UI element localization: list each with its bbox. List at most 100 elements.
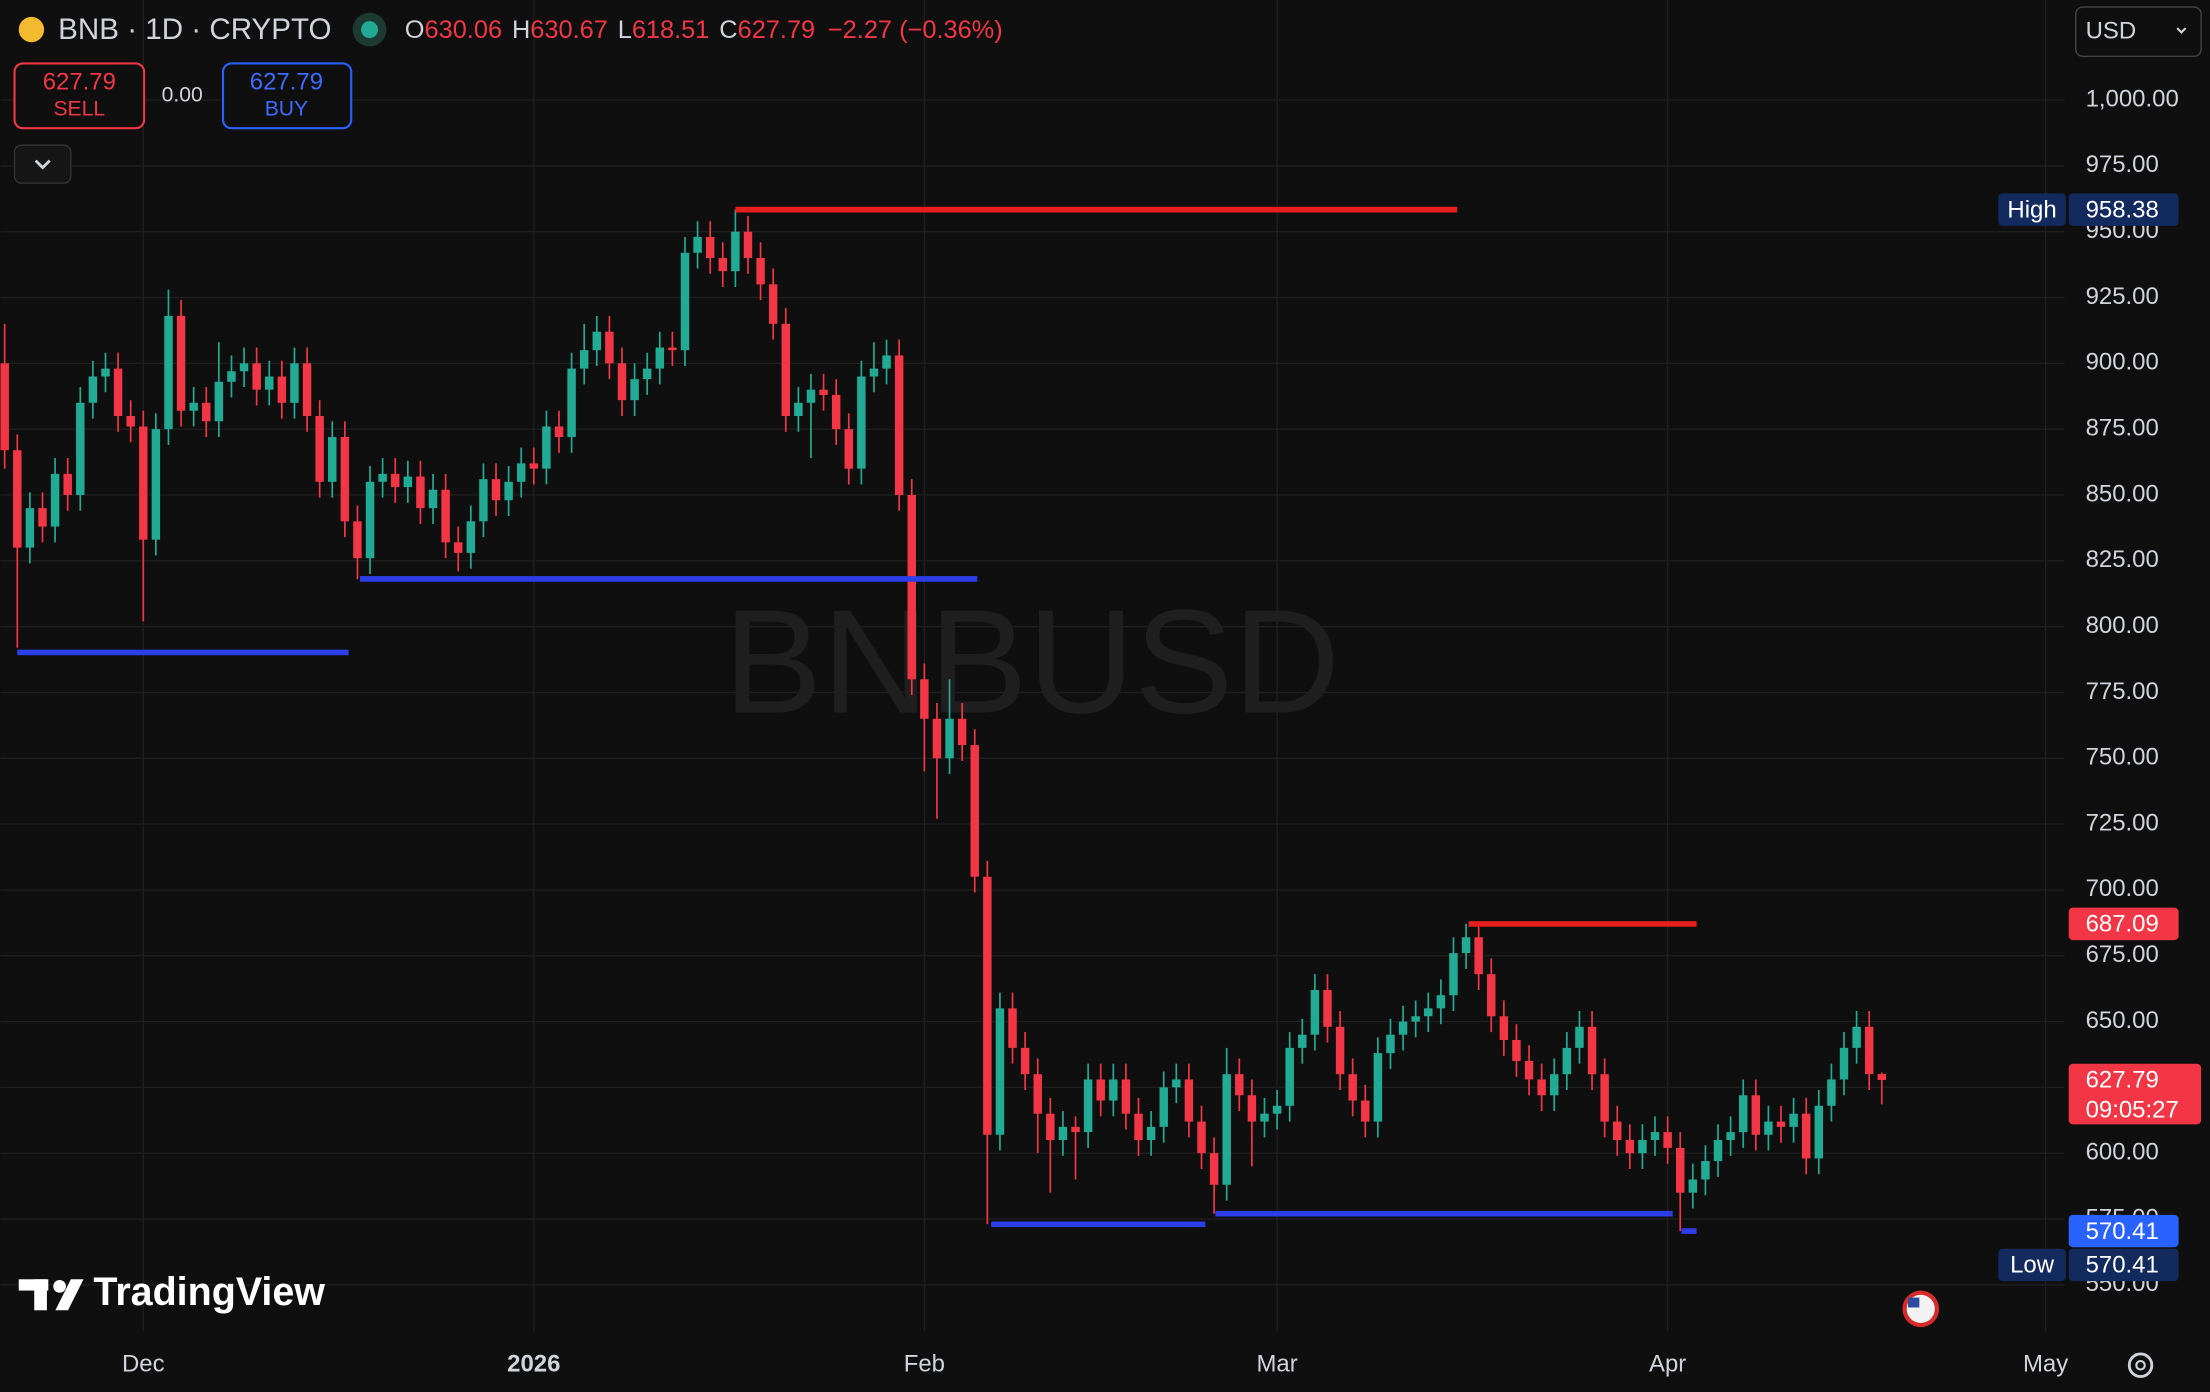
candle-body (718, 258, 728, 272)
candle-body (1751, 1095, 1761, 1135)
candle-body (1864, 1026, 1874, 1075)
candle-body (605, 331, 614, 364)
candle-body (328, 437, 337, 482)
candle-body (882, 355, 891, 369)
currency-dropdown[interactable]: USD (2075, 6, 2202, 58)
flag-canton[interactable] (1908, 1297, 1920, 1308)
candle-body (1663, 1132, 1672, 1148)
candle-body (806, 389, 816, 403)
candle-body (1625, 1140, 1635, 1154)
y-tick-label: 700.00 (2086, 875, 2159, 902)
candle-body (1411, 1016, 1420, 1022)
price-badge-tag (1998, 193, 2066, 226)
candle-body (831, 394, 841, 430)
x-tick-label: Feb (904, 1351, 945, 1378)
y-tick-label: 875.00 (2086, 414, 2159, 441)
candle-body (25, 508, 35, 548)
candle-body (164, 315, 173, 430)
logo-shape (34, 1279, 47, 1311)
symbol-icon (18, 16, 45, 43)
x-tick-label: 2026 (507, 1351, 560, 1378)
candle-body (340, 437, 350, 522)
candle-body (416, 476, 425, 509)
candle-body (1499, 1016, 1509, 1040)
logo-shape (55, 1279, 84, 1311)
logo: TradingView (18, 1270, 325, 1314)
buy-label[interactable]: BUY (265, 97, 308, 120)
y-tick-label: 975.00 (2086, 151, 2159, 178)
candle-body (1361, 1100, 1370, 1122)
candle-body (1701, 1161, 1710, 1180)
candle-body (13, 450, 22, 548)
candle-body (239, 363, 249, 372)
sell-price[interactable]: 627.79 (43, 68, 116, 95)
candle-body (1713, 1140, 1723, 1162)
buy-price[interactable]: 627.79 (250, 68, 323, 95)
candle-body (1386, 1034, 1395, 1054)
candle-body (1650, 1132, 1660, 1141)
candle-body (504, 481, 513, 501)
candle-body (365, 481, 375, 559)
candle-body (227, 371, 236, 382)
candle-body (705, 236, 715, 259)
candle-body (529, 463, 539, 469)
ohlc-label: H (512, 16, 530, 44)
buy-box[interactable] (221, 62, 353, 130)
symbol: BNB · 1D · CRYPTO (58, 13, 331, 46)
candle-body (516, 463, 526, 482)
chevron[interactable] (34, 159, 51, 170)
buy-button[interactable]: 627.79 BUY (221, 62, 353, 130)
candle-body (1512, 1039, 1521, 1062)
logo-shape (53, 1279, 66, 1293)
candle-body (920, 679, 929, 719)
ohlc-value: 630.67 (530, 16, 608, 44)
levels (17, 206, 1697, 1234)
candle-body (1096, 1079, 1105, 1101)
candle-body (466, 521, 476, 553)
candle-body (693, 236, 702, 253)
candle-body (1146, 1126, 1156, 1141)
currency-box[interactable] (2075, 6, 2202, 58)
header: BNB · 1D · CRYPTO O630.06 H630.67 L618.5… (18, 12, 1003, 47)
region-flag[interactable] (1902, 1290, 1940, 1328)
candle-body (794, 402, 803, 416)
collapse-button[interactable] (13, 144, 72, 184)
candle-body (1839, 1047, 1849, 1080)
y-tick-label: 850.00 (2086, 480, 2159, 507)
candle-body (378, 473, 387, 482)
x-tick-label: Dec (122, 1351, 165, 1378)
candle-body (1071, 1126, 1080, 1133)
candle-body (453, 542, 463, 553)
currency[interactable]: USD (2086, 18, 2137, 45)
candle-body (76, 402, 85, 495)
candle-body (554, 426, 564, 438)
chevron[interactable] (2176, 27, 2187, 34)
sell-box[interactable] (13, 62, 146, 130)
candle-body (139, 426, 148, 540)
y-tick-label: 675.00 (2086, 941, 2159, 968)
candle-body (428, 489, 438, 509)
y-tick-label: 925.00 (2086, 283, 2159, 310)
gear[interactable] (2127, 1352, 2154, 1378)
ohlc-label: O (405, 16, 425, 44)
candle-body (1562, 1047, 1572, 1075)
collapse-box[interactable] (13, 144, 72, 184)
sell-label[interactable]: SELL (53, 97, 105, 120)
x-tick-label: May (2023, 1351, 2068, 1378)
candle-body (1159, 1087, 1168, 1127)
candle-body (1260, 1113, 1269, 1122)
candle-body (1461, 937, 1471, 954)
candle-body (1134, 1113, 1143, 1141)
candle-body (151, 429, 161, 540)
candle-body (1449, 953, 1458, 996)
gear-hub[interactable] (2135, 1359, 2146, 1371)
candle-body (592, 331, 602, 351)
sell-button[interactable]: 627.79 SELL (13, 62, 146, 130)
candle-body (1310, 989, 1320, 1035)
candle-body (1877, 1074, 1887, 1081)
settings-button[interactable] (2127, 1352, 2154, 1378)
candle-body (1613, 1121, 1622, 1141)
ohlc-value: 627.79 (738, 16, 816, 44)
